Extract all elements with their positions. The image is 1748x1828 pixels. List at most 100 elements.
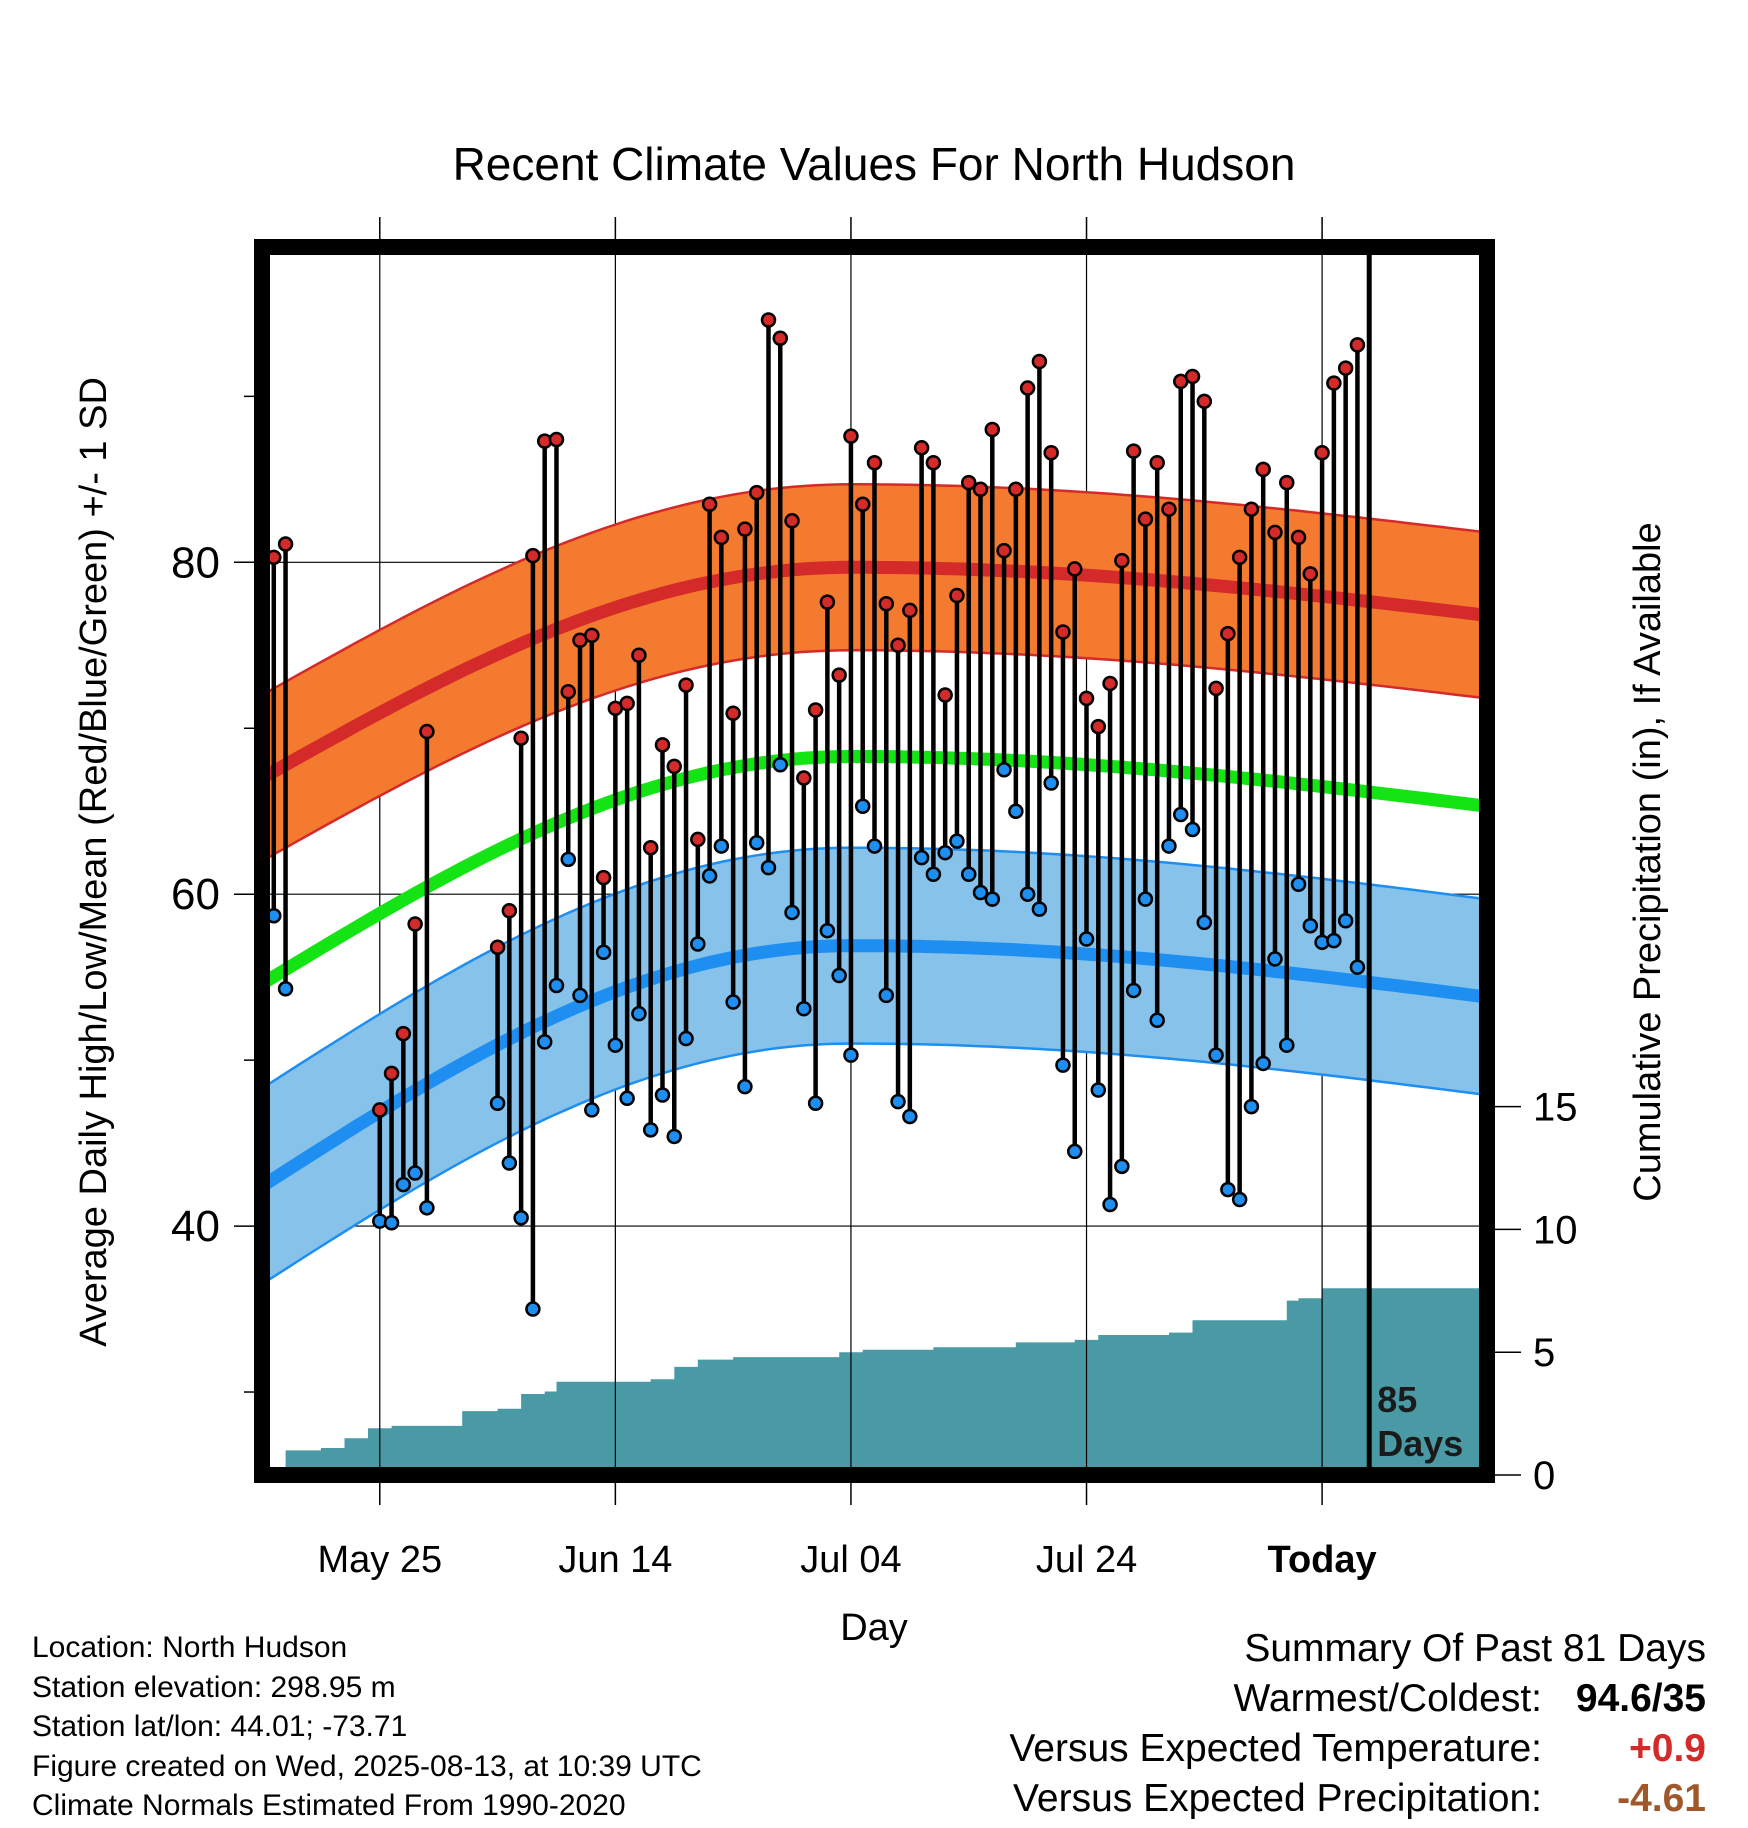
observed-low-point-44 (784, 904, 800, 921)
observed-low-point-46 (807, 1095, 824, 1112)
observed-high-point-74 (1137, 511, 1154, 527)
y2-tick-label-2: 10 (1533, 1208, 1578, 1252)
observed-low-point-49 (843, 1047, 859, 1063)
x-tick-label-3: Jul 24 (1036, 1539, 1137, 1581)
observed-high-point-1 (277, 536, 294, 552)
observed-low-point-74 (1137, 891, 1154, 907)
observed-high-point-63 (1008, 481, 1024, 498)
observed-high-point-85 (1267, 524, 1283, 541)
observed-high-point-11 (395, 1025, 412, 1042)
observed-low-point-91 (1337, 912, 1354, 929)
warm-cold-value: 94.6/35 (1575, 1677, 1706, 1720)
observed-high-point-10 (383, 1065, 400, 1082)
observed-low-point-59 (960, 866, 977, 883)
observed-high-point-48 (831, 667, 847, 683)
observed-high-point-42 (760, 312, 777, 328)
observed-high-point-69 (1078, 690, 1095, 707)
y2-tick-label-3: 15 (1533, 1086, 1578, 1130)
today-days-label: Days (1377, 1423, 1463, 1464)
created-text: Figure created on Wed, 2025-08-13, at 10… (32, 1749, 702, 1783)
observed-low-point-37 (701, 868, 718, 884)
observed-low-point-75 (1149, 1012, 1165, 1029)
axes: May 25 Jun 14 Jul 04 Jul 24 Today 40 60 80 0 5 10 1… (171, 217, 1578, 1581)
warm-cold-label: Warmest/Coldest: (1233, 1677, 1542, 1720)
observed-high-point-20 (501, 903, 518, 919)
observed-low-point-68 (1066, 1143, 1083, 1160)
low-sd-lower-line (262, 1042, 1487, 1286)
precip-label: Versus Expected Precipitation: (1013, 1777, 1542, 1820)
observed-high-point-68 (1066, 561, 1083, 577)
observed-low-point-64 (1019, 886, 1036, 902)
observed-low-point-73 (1125, 982, 1142, 999)
observed-high-point-32 (642, 839, 659, 856)
observed-high-point-13 (419, 723, 435, 740)
observed-high-point-90 (1326, 375, 1342, 391)
observed-low-point-60 (972, 884, 989, 901)
y2-tick-label-1: 5 (1533, 1331, 1555, 1375)
observed-high-point-70 (1090, 718, 1107, 735)
location-text: Location: North Hudson (32, 1631, 348, 1664)
observed-low-point-88 (1302, 917, 1319, 934)
observed-high-point-39 (725, 705, 741, 722)
observed-low-point-53 (890, 1093, 906, 1110)
y-tick-label-1: 60 (171, 870, 220, 919)
today-days-number: 85 (1377, 1379, 1417, 1420)
observed-low-point-34 (666, 1128, 683, 1145)
observed-low-point-51 (866, 838, 883, 854)
observed-high-point-80 (1208, 680, 1224, 697)
summary-title: Summary Of Past 81 Days (1244, 1627, 1706, 1670)
observed-high-point-35 (678, 677, 694, 693)
observed-low-point-13 (419, 1200, 435, 1216)
observed-low-point-81 (1220, 1181, 1236, 1198)
plot-frame (254, 239, 1495, 1483)
observed-low-point-70 (1090, 1082, 1107, 1098)
y-tick-label-2: 80 (171, 538, 220, 587)
plot-content (262, 247, 1487, 1475)
summary-warm-cold: Warmest/Coldest: 94.6/35 (1009, 1674, 1706, 1724)
observed-high-point-61 (984, 421, 1001, 438)
observed-high-point-49 (843, 428, 859, 444)
observed-low-point-48 (831, 967, 847, 984)
observed-low-point-42 (760, 859, 777, 876)
observed-high-point-33 (654, 737, 671, 753)
observed-low-point-57 (937, 844, 953, 861)
observed-high-point-36 (690, 831, 706, 848)
observed-low-point-33 (654, 1087, 671, 1103)
observed-high-point-73 (1125, 443, 1142, 459)
observed-low-point-71 (1102, 1196, 1118, 1213)
observed-high-point-57 (937, 687, 953, 703)
observed-high-point-47 (819, 594, 836, 610)
station-info: Location: North Hudson Station elevation… (32, 1628, 702, 1826)
observed-high-point-12 (407, 916, 423, 932)
observed-low-point-58 (949, 833, 965, 849)
observed-high-point-79 (1196, 393, 1213, 410)
observed-low-point-84 (1255, 1055, 1271, 1072)
observed-high-point-76 (1161, 501, 1177, 517)
observed-high-point-27 (584, 627, 600, 644)
x-axis-label: Day (840, 1607, 908, 1649)
observed-high-point-92 (1349, 337, 1366, 353)
observed-high-point-54 (902, 602, 918, 619)
observed-high-point-31 (631, 647, 647, 663)
observed-low-point-11 (395, 1176, 412, 1193)
observed-low-point-56 (925, 866, 942, 883)
observed-high-point-38 (713, 529, 730, 546)
observed-high-point-30 (619, 695, 635, 712)
summary-precip: Versus Expected Precipitation: -4.61 (1009, 1774, 1706, 1824)
observed-high-point-60 (972, 481, 989, 498)
observed-low-point-45 (796, 1000, 812, 1017)
observed-low-point-21 (513, 1210, 529, 1226)
observed-low-point-1 (277, 981, 294, 997)
y-axis-label: Average Daily High/Low/Mean (Red/Blue/Gr… (73, 377, 115, 1347)
observed-high-point-53 (890, 637, 906, 654)
x-tick-label-2: Jul 04 (800, 1539, 901, 1581)
observed-high-point-78 (1184, 368, 1201, 385)
observed-low-point-41 (748, 834, 765, 851)
observed-low-point-26 (572, 987, 588, 1004)
observed-high-point-59 (960, 474, 977, 491)
observed-low-point-29 (607, 1037, 624, 1053)
observed-low-point-86 (1279, 1037, 1295, 1053)
normals-text: Climate Normals Estimated From 1990-2020 (32, 1789, 626, 1822)
observed-high-point-52 (878, 596, 895, 612)
